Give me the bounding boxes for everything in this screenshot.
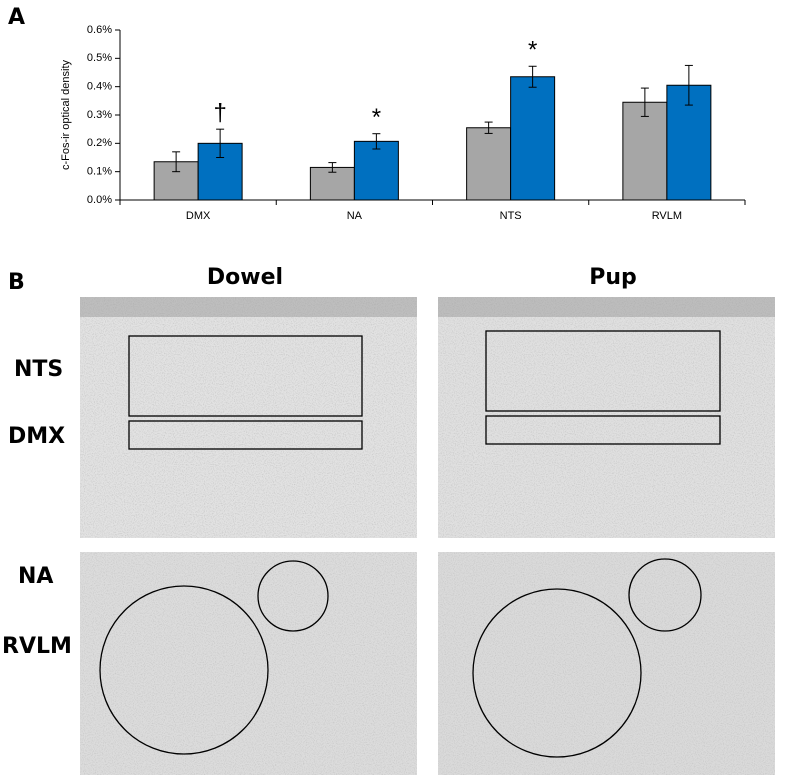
y-tick-label: 0.4% (87, 81, 112, 93)
error-bar (640, 87, 649, 117)
y-tick-label: 0.6% (87, 24, 112, 36)
annotation: * (528, 37, 537, 64)
column-label: Pup (589, 265, 637, 290)
region-box (128, 420, 363, 450)
region-circle (99, 585, 269, 755)
annotation: † (213, 100, 226, 127)
error-bar (484, 121, 493, 134)
error-bar (216, 128, 225, 158)
region-circle (472, 588, 642, 758)
error-bar (172, 151, 181, 173)
region-label: DMX (8, 424, 65, 449)
x-tick-label: NA (347, 210, 363, 222)
y-axis-label: c-Fos-ir optical density (60, 59, 72, 170)
error-bar (372, 133, 381, 150)
y-tick-label: 0.5% (87, 52, 112, 64)
error-bar (328, 162, 337, 173)
x-tick-label: NTS (500, 210, 522, 222)
tissue-edge (438, 297, 775, 317)
region-label: NTS (14, 357, 63, 382)
annotation: * (372, 104, 381, 131)
error-bar (528, 65, 537, 88)
panel-label: B (8, 270, 25, 295)
micrograph-texture (80, 552, 417, 775)
region-box (485, 415, 721, 445)
error-bar (684, 64, 693, 106)
micrograph-texture (80, 297, 417, 538)
y-tick-label: 0.2% (87, 137, 112, 149)
region-box (485, 330, 721, 412)
y-tick-label: 0.0% (87, 194, 112, 206)
region-box (128, 335, 363, 417)
region-circle (628, 558, 702, 632)
bar (466, 127, 512, 201)
bar (309, 166, 355, 201)
column-label: Dowel (207, 265, 283, 290)
x-tick-label: DMX (186, 210, 211, 222)
micrograph-texture (438, 297, 775, 538)
region-circle (257, 560, 329, 632)
x-tick-label: RVLM (652, 210, 682, 222)
micrographs (80, 297, 775, 775)
tissue-edge (80, 297, 417, 317)
panel-label: A (8, 5, 25, 30)
bar (353, 140, 399, 201)
y-tick-label: 0.1% (87, 166, 112, 178)
bar (510, 76, 556, 201)
region-label: RVLM (2, 634, 72, 659)
region-label: NA (18, 564, 53, 589)
micrograph-texture (438, 552, 775, 775)
y-tick-label: 0.3% (87, 109, 112, 121)
